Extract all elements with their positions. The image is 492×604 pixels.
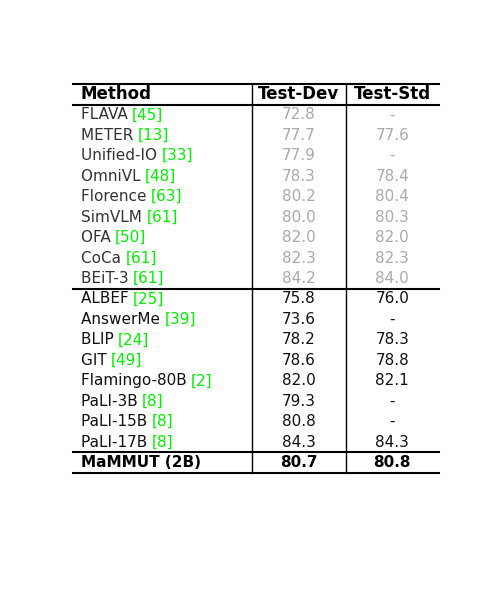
Text: 78.3: 78.3 — [375, 332, 409, 347]
Text: 80.0: 80.0 — [282, 210, 316, 225]
Text: [48]: [48] — [145, 169, 176, 184]
Text: Test-Std: Test-Std — [354, 85, 431, 103]
Text: AnswerMe: AnswerMe — [81, 312, 164, 327]
Text: 72.8: 72.8 — [282, 108, 316, 122]
Text: 75.8: 75.8 — [282, 292, 316, 306]
Text: Flamingo-80B: Flamingo-80B — [81, 373, 191, 388]
Text: Unified-IO: Unified-IO — [81, 148, 161, 163]
Text: GIT: GIT — [81, 353, 111, 368]
Text: 84.0: 84.0 — [375, 271, 409, 286]
Text: [49]: [49] — [111, 353, 143, 368]
Text: 80.7: 80.7 — [280, 455, 318, 470]
Text: 84.2: 84.2 — [282, 271, 316, 286]
Text: PaLI-3B: PaLI-3B — [81, 394, 142, 409]
Text: -: - — [390, 148, 395, 163]
Text: 73.6: 73.6 — [282, 312, 316, 327]
Text: [50]: [50] — [115, 230, 147, 245]
Text: OFA: OFA — [81, 230, 115, 245]
Text: OmniVL: OmniVL — [81, 169, 145, 184]
Text: 82.0: 82.0 — [282, 230, 316, 245]
Text: -: - — [390, 414, 395, 429]
Text: [8]: [8] — [152, 414, 173, 429]
Text: [24]: [24] — [118, 332, 150, 347]
Text: 82.1: 82.1 — [375, 373, 409, 388]
Text: 80.2: 80.2 — [282, 189, 316, 204]
Text: [13]: [13] — [138, 128, 169, 143]
Text: 77.9: 77.9 — [282, 148, 316, 163]
Text: [61]: [61] — [146, 210, 178, 225]
Text: 78.6: 78.6 — [282, 353, 316, 368]
Text: -: - — [390, 108, 395, 122]
Text: 80.8: 80.8 — [373, 455, 411, 470]
Text: 76.0: 76.0 — [375, 292, 409, 306]
Text: BLIP: BLIP — [81, 332, 118, 347]
Text: CoCa: CoCa — [81, 251, 125, 266]
Text: 78.2: 78.2 — [282, 332, 316, 347]
Text: PaLI-15B: PaLI-15B — [81, 414, 152, 429]
Text: -: - — [390, 312, 395, 327]
Text: 82.0: 82.0 — [375, 230, 409, 245]
Text: ALBEF: ALBEF — [81, 292, 133, 306]
Text: MaMMUT (2B): MaMMUT (2B) — [81, 455, 201, 470]
Text: Method: Method — [81, 85, 152, 103]
Text: [33]: [33] — [161, 148, 193, 163]
Text: [61]: [61] — [125, 251, 157, 266]
Text: [8]: [8] — [142, 394, 164, 409]
Text: 79.3: 79.3 — [282, 394, 316, 409]
Text: 77.7: 77.7 — [282, 128, 316, 143]
Text: 82.0: 82.0 — [282, 373, 316, 388]
Text: [8]: [8] — [152, 435, 173, 450]
Text: [45]: [45] — [132, 108, 163, 122]
Text: 82.3: 82.3 — [282, 251, 316, 266]
Text: 80.8: 80.8 — [282, 414, 316, 429]
Text: 84.3: 84.3 — [375, 435, 409, 450]
Text: 78.8: 78.8 — [375, 353, 409, 368]
Text: [61]: [61] — [133, 271, 164, 286]
Text: 77.6: 77.6 — [375, 128, 409, 143]
Text: 82.3: 82.3 — [375, 251, 409, 266]
Text: SimVLM: SimVLM — [81, 210, 146, 225]
Text: 80.3: 80.3 — [375, 210, 409, 225]
Text: BEiT-3: BEiT-3 — [81, 271, 133, 286]
Text: [63]: [63] — [151, 189, 183, 204]
Text: -: - — [390, 394, 395, 409]
Text: 78.4: 78.4 — [375, 169, 409, 184]
Text: Florence: Florence — [81, 189, 151, 204]
Text: Test-Dev: Test-Dev — [258, 85, 339, 103]
Text: FLAVA: FLAVA — [81, 108, 132, 122]
Text: 80.4: 80.4 — [375, 189, 409, 204]
Text: PaLI-17B: PaLI-17B — [81, 435, 152, 450]
Text: [2]: [2] — [191, 373, 213, 388]
Text: [39]: [39] — [164, 312, 196, 327]
Text: 78.3: 78.3 — [282, 169, 316, 184]
Text: 84.3: 84.3 — [282, 435, 316, 450]
Text: [25]: [25] — [133, 292, 164, 306]
Text: METER: METER — [81, 128, 138, 143]
